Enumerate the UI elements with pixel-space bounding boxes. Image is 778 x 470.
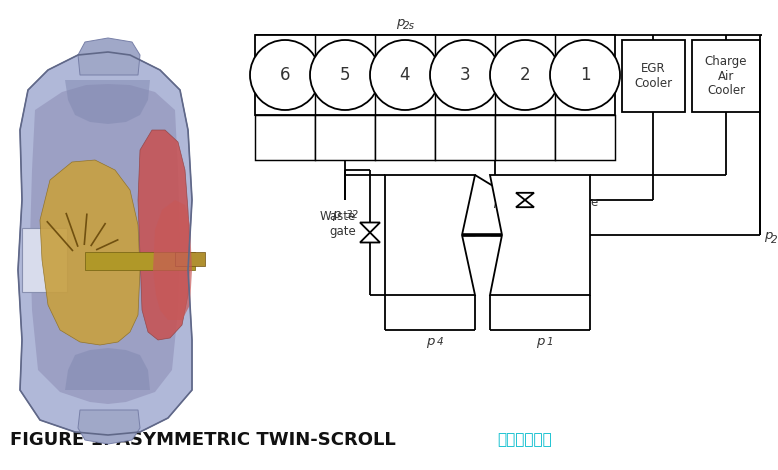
Polygon shape bbox=[78, 38, 140, 75]
Polygon shape bbox=[516, 200, 534, 207]
Text: p: p bbox=[764, 228, 773, 242]
Text: 2s: 2s bbox=[403, 21, 415, 31]
Text: 31: 31 bbox=[501, 197, 514, 207]
Text: Waste
gate: Waste gate bbox=[320, 211, 356, 238]
Text: FIGURE 1. ASYMMETRIC TWIN-SCROLL: FIGURE 1. ASYMMETRIC TWIN-SCROLL bbox=[10, 431, 396, 449]
Polygon shape bbox=[516, 193, 534, 200]
Text: 2: 2 bbox=[520, 66, 531, 84]
Text: EGR valve: EGR valve bbox=[538, 196, 598, 210]
Polygon shape bbox=[490, 175, 590, 295]
Circle shape bbox=[550, 40, 620, 110]
Text: p: p bbox=[493, 195, 501, 208]
Polygon shape bbox=[138, 130, 190, 340]
Text: 2: 2 bbox=[771, 235, 778, 245]
Circle shape bbox=[310, 40, 380, 110]
Bar bbox=[495, 115, 555, 160]
Circle shape bbox=[370, 40, 440, 110]
Text: p: p bbox=[426, 335, 434, 348]
Polygon shape bbox=[385, 175, 475, 295]
Text: p: p bbox=[396, 16, 405, 29]
Bar bbox=[22, 228, 67, 292]
Polygon shape bbox=[65, 348, 150, 390]
Text: T: T bbox=[419, 206, 430, 224]
Polygon shape bbox=[360, 222, 380, 233]
Polygon shape bbox=[40, 160, 140, 345]
Polygon shape bbox=[360, 233, 380, 243]
Bar bbox=[435, 115, 495, 160]
Bar bbox=[255, 35, 615, 115]
Bar bbox=[622, 40, 685, 112]
Bar bbox=[692, 40, 760, 112]
Text: p: p bbox=[536, 335, 544, 348]
Circle shape bbox=[430, 40, 500, 110]
Polygon shape bbox=[65, 80, 150, 124]
Bar bbox=[85, 252, 195, 270]
Bar bbox=[255, 115, 315, 160]
Text: 6: 6 bbox=[280, 66, 290, 84]
Circle shape bbox=[490, 40, 560, 110]
Polygon shape bbox=[30, 84, 180, 404]
Bar bbox=[315, 115, 375, 160]
Text: 5: 5 bbox=[340, 66, 350, 84]
Text: 彩虹网址导航: 彩虹网址导航 bbox=[497, 432, 552, 447]
Text: 4: 4 bbox=[400, 66, 410, 84]
Text: 1: 1 bbox=[547, 337, 554, 347]
Text: p: p bbox=[331, 208, 340, 221]
Text: 1: 1 bbox=[580, 66, 591, 84]
Polygon shape bbox=[18, 52, 192, 435]
Polygon shape bbox=[78, 410, 140, 444]
Polygon shape bbox=[153, 200, 192, 320]
Bar bbox=[555, 115, 615, 160]
Text: Charge
Air
Cooler: Charge Air Cooler bbox=[705, 55, 747, 97]
Circle shape bbox=[250, 40, 320, 110]
Text: 4: 4 bbox=[437, 337, 443, 347]
Text: 32: 32 bbox=[346, 210, 359, 220]
Text: EGR
Cooler: EGR Cooler bbox=[634, 62, 672, 90]
Text: 3: 3 bbox=[460, 66, 471, 84]
Text: C: C bbox=[538, 206, 552, 224]
Bar bbox=[175, 252, 205, 266]
Bar bbox=[375, 115, 435, 160]
